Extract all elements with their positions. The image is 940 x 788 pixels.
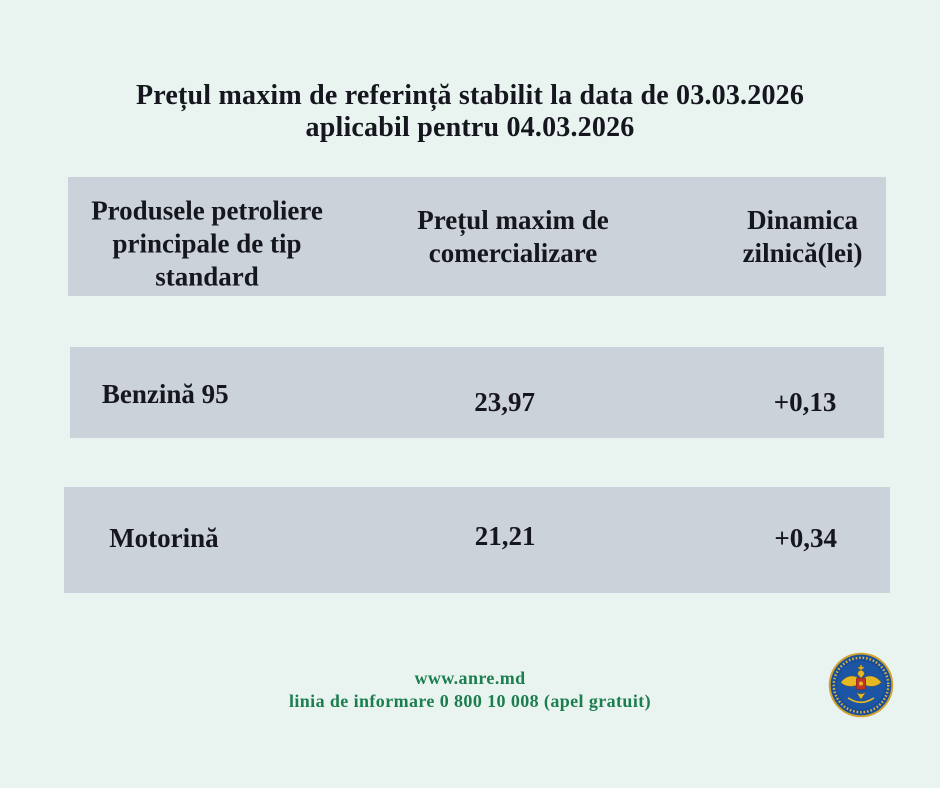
page-title-line1: Prețul maxim de referință stabilit la da… bbox=[135, 80, 805, 111]
header-cell-max-price: Prețul maxim de comercializare bbox=[417, 204, 609, 268]
page-title: Prețul maxim de referință stabilit la da… bbox=[0, 80, 940, 144]
emblem-svg bbox=[828, 652, 894, 718]
daily-change-value: +0,13 bbox=[773, 386, 837, 417]
table-header-band: Produsele petroliere principale de tip s… bbox=[68, 177, 886, 296]
max-price-value: 23,97 bbox=[474, 386, 536, 417]
page-title-line2: aplicabil pentru 04.03.2026 bbox=[305, 112, 635, 143]
header-cell-daily-dynamics: Dinamica zilnică(lei) bbox=[742, 204, 863, 268]
anre-moldova-emblem-icon bbox=[828, 652, 894, 718]
footer: www.anre.md linia de informare 0 800 10 … bbox=[0, 667, 940, 713]
table-row: Motorină 21,21 +0,34 bbox=[64, 487, 890, 593]
footer-website: www.anre.md bbox=[414, 668, 526, 688]
footer-info-line: linia de informare 0 800 10 008 (apel gr… bbox=[288, 691, 652, 711]
header-cell-products: Produsele petroliere principale de tip s… bbox=[91, 195, 323, 292]
daily-change-value: +0,34 bbox=[774, 522, 838, 553]
product-name: Motorină bbox=[109, 522, 219, 553]
max-price-value: 21,21 bbox=[474, 520, 536, 551]
table-row: Benzină 95 23,97 +0,13 bbox=[70, 347, 884, 438]
product-name: Benzină 95 bbox=[101, 379, 229, 410]
